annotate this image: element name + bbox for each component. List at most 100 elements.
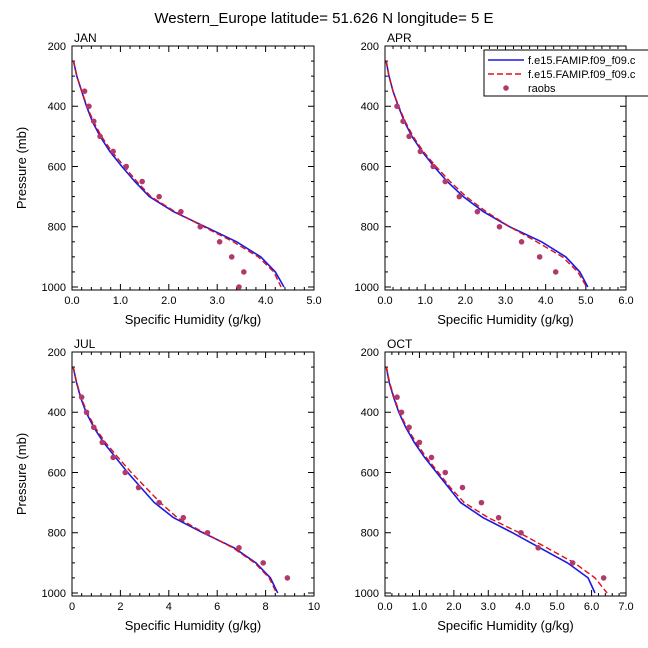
x-axis-label: Specific Humidity (g/kg)	[125, 312, 262, 327]
x-tick-label: 4.0	[258, 295, 273, 307]
raobs-point	[228, 254, 235, 260]
raobs-point	[474, 208, 481, 215]
raobs-point	[416, 439, 423, 446]
raobs-point	[86, 103, 92, 110]
x-tick-label: 2.0	[161, 295, 176, 307]
panel-label: JAN	[74, 31, 97, 45]
y-tick-label: 400	[361, 407, 379, 419]
raobs-point	[236, 284, 242, 290]
raobs-point	[552, 269, 559, 275]
x-tick-label: 2	[117, 601, 123, 613]
x-tick-label: 7.0	[618, 601, 633, 613]
raobs-point	[284, 575, 291, 581]
raobs-point	[398, 409, 405, 416]
raobs-point	[180, 514, 187, 521]
x-tick-label: 2.0	[446, 601, 461, 613]
y-tick-label: 400	[48, 101, 66, 113]
x-tick-label: 10	[308, 601, 320, 613]
y-tick-label: 200	[361, 41, 379, 53]
raobs-point	[110, 454, 116, 461]
raobs-point	[178, 208, 184, 215]
raobs-point	[459, 484, 466, 491]
raobs-point	[406, 424, 412, 431]
raobs-point	[204, 529, 211, 536]
panel-label: JUL	[74, 337, 96, 351]
y-axis-label: Pressure (mb)	[14, 433, 29, 515]
series-line-2	[72, 60, 282, 288]
x-tick-label: 3.0	[498, 295, 513, 307]
y-axis-label: Pressure (mb)	[14, 127, 29, 209]
x-tick-label: 3.0	[210, 295, 225, 307]
x-tick-label: 4.0	[538, 295, 553, 307]
x-tick-label: 4.0	[515, 601, 530, 613]
raobs-point	[156, 193, 162, 200]
raobs-point	[110, 148, 116, 155]
raobs-point	[478, 499, 485, 506]
y-tick-label: 400	[48, 407, 66, 419]
x-tick-label: 3.0	[481, 601, 496, 613]
y-tick-label: 800	[48, 528, 66, 540]
raobs-point	[394, 394, 400, 400]
raobs-point	[428, 454, 435, 461]
x-tick-label: 6.0	[584, 601, 599, 613]
raobs-point	[442, 469, 449, 476]
raobs-point	[236, 545, 242, 551]
x-tick-label: 0.0	[64, 295, 79, 307]
y-tick-label: 600	[361, 467, 379, 479]
legend-box	[483, 49, 648, 97]
raobs-point	[535, 545, 542, 551]
y-tick-label: 600	[361, 161, 379, 173]
y-tick-label: 1000	[42, 282, 66, 294]
raobs-point	[123, 163, 130, 170]
raobs-point	[495, 514, 502, 521]
legend-label: f.e15.FAMIP.f09_f09.c	[528, 55, 636, 67]
raobs-point	[518, 529, 524, 536]
panel-label: OCT	[387, 337, 413, 351]
y-tick-label: 400	[361, 101, 379, 113]
y-tick-label: 1000	[355, 588, 379, 600]
legend-marker	[503, 85, 509, 91]
series-line-1	[72, 366, 279, 594]
y-tick-label: 800	[48, 222, 66, 234]
y-tick-label: 200	[48, 347, 66, 359]
x-axis-label: Specific Humidity (g/kg)	[125, 618, 262, 633]
x-axis-label: Specific Humidity (g/kg)	[437, 618, 574, 633]
series-line-1	[385, 366, 596, 594]
plot-frame	[71, 351, 315, 597]
series-line-2	[385, 366, 608, 594]
y-tick-label: 800	[361, 528, 379, 540]
raobs-point	[569, 560, 576, 566]
raobs-point	[122, 469, 129, 476]
legend-label: raobs	[528, 83, 556, 95]
y-tick-label: 600	[48, 161, 66, 173]
raobs-point	[139, 178, 145, 185]
raobs-point	[600, 575, 607, 581]
raobs-point	[99, 439, 106, 446]
y-tick-label: 1000	[42, 588, 66, 600]
x-axis-label: Specific Humidity (g/kg)	[437, 312, 574, 327]
y-tick-label: 1000	[355, 282, 379, 294]
raobs-point	[394, 103, 400, 110]
raobs-point	[518, 239, 525, 245]
figure-title: Western_Europe latitude= 51.626 N longit…	[154, 10, 493, 27]
x-tick-label: 8	[263, 601, 269, 613]
raobs-point	[442, 178, 449, 185]
series-line-2	[72, 366, 278, 594]
y-tick-label: 600	[48, 467, 66, 479]
raobs-point	[456, 193, 463, 200]
series-line-2	[385, 60, 588, 288]
raobs-point	[241, 269, 247, 275]
plot-frame	[384, 351, 627, 597]
raobs-point	[260, 560, 266, 566]
x-tick-label: 1.0	[418, 295, 433, 307]
x-tick-label: 1.0	[113, 295, 128, 307]
x-tick-label: 2.0	[458, 295, 473, 307]
x-tick-label: 4	[166, 601, 172, 613]
x-tick-label: 0.0	[377, 295, 392, 307]
